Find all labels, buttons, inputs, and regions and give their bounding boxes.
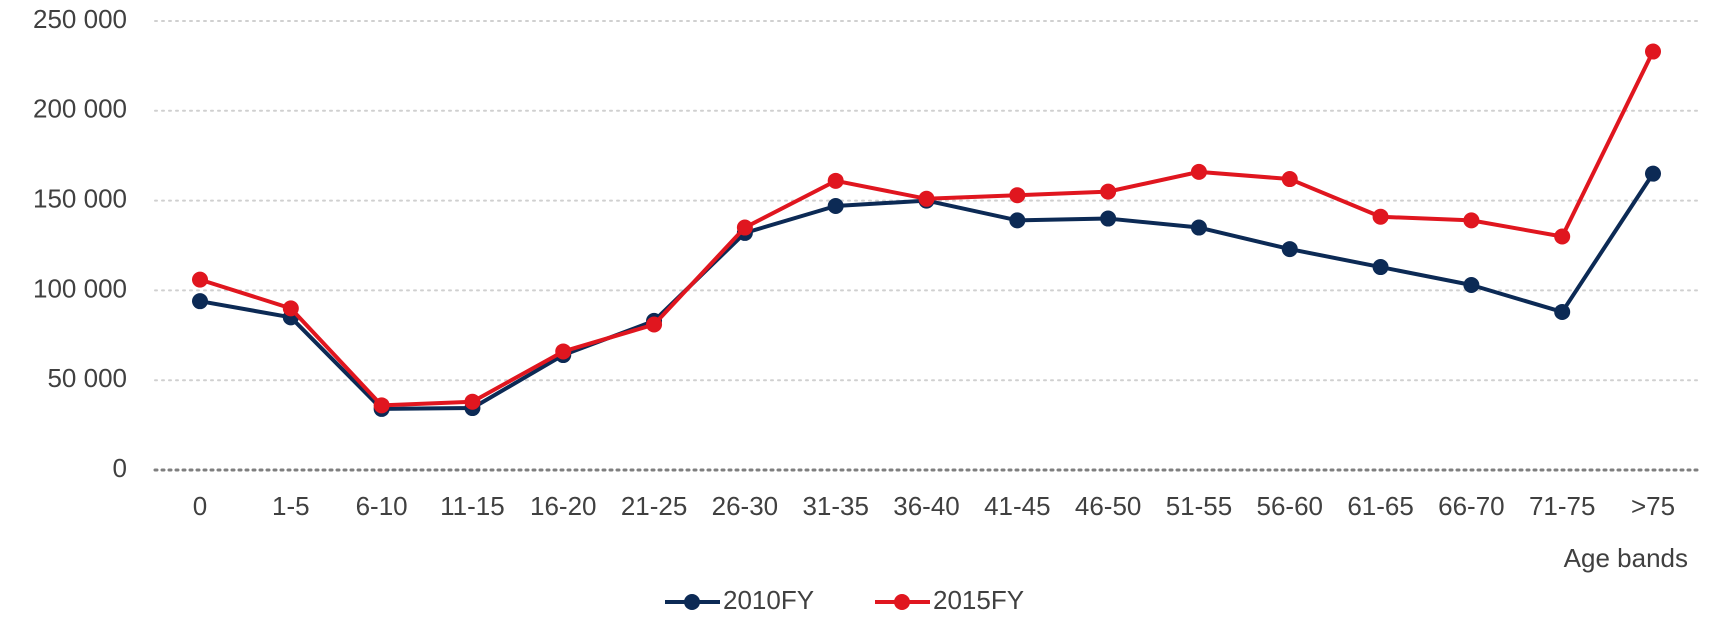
data-point: [918, 190, 935, 207]
x-tick-label: 66-70: [1438, 491, 1505, 521]
x-tick-label: 26-30: [712, 491, 779, 521]
data-point: [282, 300, 299, 317]
x-tick-label: 0: [193, 491, 207, 521]
data-point: [1463, 277, 1480, 294]
data-point: [1281, 171, 1298, 188]
data-point: [1100, 210, 1117, 227]
y-tick-label: 250 000: [33, 4, 127, 34]
y-tick-label: 200 000: [33, 94, 127, 124]
data-point: [373, 397, 390, 414]
x-tick-label: 51-55: [1166, 491, 1233, 521]
x-tick-label: 46-50: [1075, 491, 1142, 521]
legend-marker: [894, 594, 910, 610]
data-point: [1100, 183, 1117, 200]
x-tick-label: 31-35: [802, 491, 869, 521]
data-point: [1645, 43, 1661, 60]
data-point: [1009, 187, 1026, 204]
data-point: [1190, 219, 1207, 236]
data-point: [1190, 163, 1207, 180]
y-tick-label: 150 000: [33, 183, 127, 213]
x-tick-label: 71-75: [1529, 491, 1596, 521]
series-line: [199, 50, 1655, 408]
legend-marker: [684, 594, 700, 610]
data-point: [827, 172, 844, 189]
data-point: [736, 219, 753, 236]
x-tick-label: >75: [1631, 491, 1675, 521]
x-tick-label: 56-60: [1257, 491, 1324, 521]
data-point: [1009, 212, 1026, 229]
y-tick-label: 100 000: [33, 273, 127, 303]
x-tick-label: 1-5: [272, 491, 310, 521]
legend-label: 2015FY: [933, 585, 1024, 615]
x-tick-label: 61-65: [1347, 491, 1414, 521]
x-tick-label: 6-10: [356, 491, 408, 521]
x-axis-label: Age bands: [1564, 543, 1688, 573]
data-point: [646, 316, 663, 333]
x-tick-label: 41-45: [984, 491, 1051, 521]
x-tick-label: 16-20: [530, 491, 597, 521]
data-point: [1463, 212, 1480, 229]
data-point: [464, 393, 481, 410]
data-point: [1372, 259, 1389, 276]
data-point: [1281, 241, 1298, 258]
y-tick-label: 50 000: [47, 363, 127, 393]
data-point: [192, 293, 208, 310]
x-tick-label: 36-40: [893, 491, 960, 521]
x-tick-label: 21-25: [621, 491, 688, 521]
x-tick-label: 11-15: [440, 491, 505, 521]
data-point: [1645, 165, 1661, 182]
y-tick-label: 0: [113, 453, 127, 483]
data-point: [1554, 303, 1571, 320]
data-point: [1554, 228, 1571, 245]
data-point: [555, 343, 572, 360]
legend-label: 2010FY: [723, 585, 814, 615]
data-point: [1372, 208, 1389, 225]
data-point: [827, 197, 844, 214]
data-point: [192, 271, 208, 288]
